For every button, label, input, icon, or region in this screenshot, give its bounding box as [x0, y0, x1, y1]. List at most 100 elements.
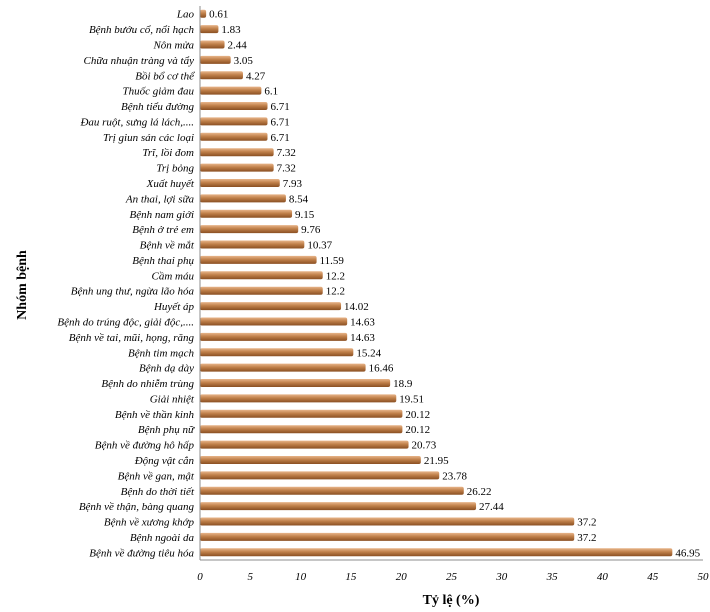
- bar: [200, 163, 274, 172]
- category-label: Bệnh về tai, mũi, họng, răng: [69, 332, 195, 344]
- bar: [200, 332, 348, 341]
- data-label: 8.54: [289, 193, 309, 205]
- category-label: Bệnh tiểu đường: [121, 101, 194, 113]
- data-label: 16.46: [369, 363, 394, 375]
- category-labels: Lao Bệnh bướu cổ, nổi hạch Nôn mửa Chữa nhu…: [57, 9, 195, 560]
- data-label: 7.93: [283, 178, 303, 190]
- category-label: Trĩ, lồi đom: [142, 147, 194, 159]
- category-label: An thai, lợi sữa: [125, 193, 195, 205]
- bar: [200, 40, 225, 49]
- category-label: Động vật cắn: [134, 455, 195, 467]
- bar: [200, 548, 673, 557]
- category-label: Bệnh thai phụ: [132, 255, 194, 267]
- bar: [200, 409, 403, 418]
- data-label: 27.44: [479, 501, 504, 513]
- data-label: 37.2: [577, 517, 596, 529]
- y-axis-title: Nhóm bệnh: [15, 250, 30, 320]
- bar: [200, 255, 317, 264]
- bar: [200, 209, 293, 218]
- category-label: Bệnh do nhiễm trùng: [101, 378, 194, 390]
- category-label: Chữa nhuận tràng và tẩy: [84, 55, 195, 67]
- bar: [200, 71, 243, 80]
- bar: [200, 102, 268, 111]
- data-label: 12.2: [326, 270, 345, 282]
- x-tick-labels: 0 5 10 15 20 25 30 35 40 45 50: [197, 571, 709, 583]
- data-label: 14.63: [350, 332, 375, 344]
- data-label: 6.71: [271, 101, 290, 113]
- bar: [200, 302, 342, 311]
- bar: [200, 532, 575, 541]
- bar: [200, 440, 409, 449]
- data-label: 23.78: [442, 470, 467, 482]
- data-label: 7.32: [277, 163, 296, 175]
- data-label: 19.51: [399, 393, 424, 405]
- category-label: Giải nhiệt: [150, 393, 195, 405]
- data-label: 18.9: [393, 378, 413, 390]
- bars-layer: [200, 9, 673, 557]
- category-label: Bệnh về đường hô hấp: [95, 440, 195, 452]
- x-axis-title: Tỷ lệ (%): [423, 593, 480, 608]
- data-label: 14.02: [344, 301, 369, 313]
- category-label: Bệnh ung thư, ngừa lão hóa: [71, 286, 195, 298]
- data-label: 37.2: [577, 532, 596, 544]
- category-label: Bệnh về mắt: [140, 240, 195, 252]
- bar: [200, 194, 286, 203]
- x-tick-label: 20: [396, 571, 408, 583]
- category-label: Trị giun sán các loại: [103, 132, 194, 144]
- data-label: 1.83: [221, 24, 241, 36]
- bar: [200, 486, 464, 495]
- category-label: Bệnh tim mạch: [128, 347, 194, 359]
- data-label: 9.76: [301, 224, 321, 236]
- data-label: 0.61: [209, 9, 228, 21]
- bar: [200, 471, 440, 480]
- category-label: Bệnh về gan, mật: [118, 470, 195, 482]
- bar: [200, 271, 323, 280]
- category-label: Bệnh bướu cổ, nổi hạch: [89, 24, 195, 36]
- category-label: Thuốc giảm đau: [123, 86, 195, 98]
- x-tick-label: 35: [546, 571, 559, 583]
- category-label: Bệnh về thận, bàng quang: [79, 501, 195, 513]
- category-label: Huyết áp: [153, 301, 195, 313]
- bar: [200, 394, 397, 403]
- data-label: 2.44: [228, 39, 248, 51]
- category-label: Bệnh ngoài da: [130, 532, 195, 544]
- data-label: 12.2: [326, 286, 345, 298]
- bar: [200, 455, 421, 464]
- bar: [200, 379, 391, 388]
- category-label: Bệnh do trúng độc, giải độc,....: [57, 316, 194, 328]
- data-label: 20.12: [405, 409, 430, 421]
- category-label: Bệnh do thời tiết: [121, 486, 195, 498]
- bar: [200, 363, 366, 372]
- x-tick-label: 5: [248, 571, 254, 583]
- category-label: Lao: [176, 9, 195, 21]
- value-labels: 0.61 1.83 2.44 3.05 4.27 6.1 6.71 6.71 6.71 7.32 7…: [209, 9, 700, 560]
- category-label: Đau ruột, sưng lá lách,....: [79, 116, 194, 128]
- data-label: 11.59: [320, 255, 345, 267]
- x-tick-label: 30: [495, 571, 508, 583]
- data-label: 46.95: [675, 547, 700, 559]
- category-label: Bệnh dạ dày: [139, 363, 194, 375]
- category-label: Bệnh về đường tiêu hóa: [89, 547, 194, 559]
- data-label: 10.37: [307, 240, 332, 252]
- bar: [200, 86, 262, 95]
- category-label: Bệnh phụ nữ: [138, 424, 195, 436]
- bar: [200, 148, 274, 157]
- data-label: 15.24: [356, 347, 381, 359]
- bar: [200, 240, 305, 249]
- data-label: 6.71: [271, 132, 290, 144]
- data-label: 26.22: [467, 486, 492, 498]
- x-tick-label: 10: [295, 571, 307, 583]
- bar: [200, 9, 207, 18]
- bar: [200, 25, 219, 34]
- bar: [200, 517, 575, 526]
- category-label: Xuất huyết: [146, 178, 195, 190]
- bar: [200, 425, 403, 434]
- x-tick-label: 25: [446, 571, 458, 583]
- bar: [200, 348, 354, 357]
- bar: [200, 502, 477, 511]
- category-label: Bệnh nam giới: [129, 209, 194, 221]
- x-tick-label: 40: [597, 571, 609, 583]
- data-label: 20.12: [405, 424, 430, 436]
- data-label: 9.15: [295, 209, 315, 221]
